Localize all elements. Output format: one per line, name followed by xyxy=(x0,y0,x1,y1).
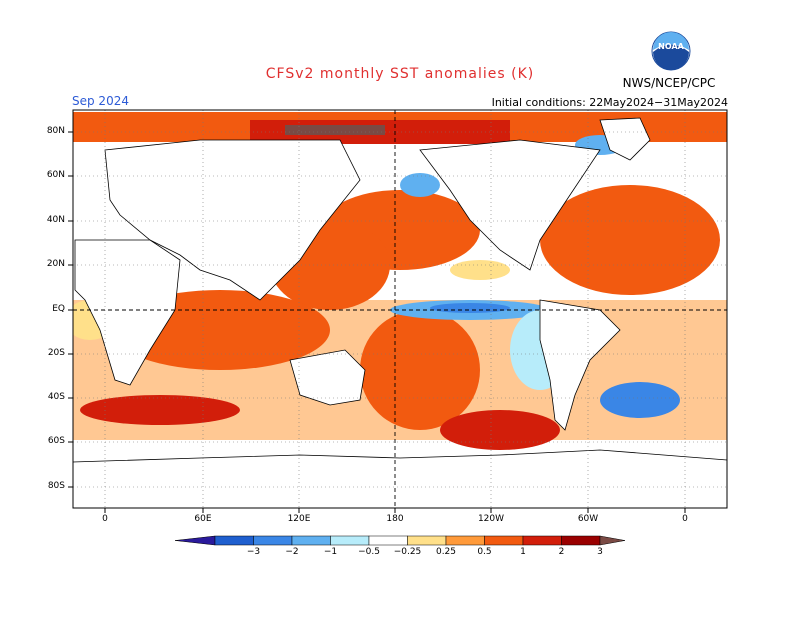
map-title: CFSv2 monthly SST anomalies (K) xyxy=(265,66,535,82)
initial-conditions-label: Initial conditions: 22May2024−31May2024 xyxy=(491,96,728,109)
lat-label: 60N xyxy=(46,170,65,180)
colorbar-min-arrow xyxy=(174,535,216,546)
logo-text: NOAA xyxy=(658,42,684,51)
southeast-pacific-warm-patch xyxy=(440,410,560,450)
subtropical-light-patch xyxy=(450,260,510,280)
lon-label: 120E xyxy=(287,514,311,524)
map-frame xyxy=(72,109,728,509)
colorbar-swatch xyxy=(214,535,254,546)
lat-label: 80N xyxy=(46,126,65,136)
lat-label: 60S xyxy=(47,436,65,446)
noaa-logo-icon: NOAA xyxy=(651,31,691,71)
lon-label: 60E xyxy=(194,514,212,524)
colorbar-swatch xyxy=(368,535,408,546)
colorbar-swatch xyxy=(253,535,293,546)
colorbar-swatch xyxy=(330,535,370,546)
lat-label: 40N xyxy=(46,215,65,225)
colorbar-swatch xyxy=(484,535,524,546)
colorbar-swatch xyxy=(445,535,485,546)
axis-ticks xyxy=(68,131,686,513)
lon-label: 0 xyxy=(682,514,688,524)
equatorial-pacific-cold-core xyxy=(430,303,510,313)
lat-label: EQ xyxy=(52,304,65,314)
lon-label: 180 xyxy=(386,514,404,524)
lon-label: 120W xyxy=(477,514,505,524)
lat-label: 20N xyxy=(46,259,65,269)
colorbar-swatch xyxy=(522,535,562,546)
colorbar-label: 1 xyxy=(520,547,526,557)
south-america-land xyxy=(539,299,621,431)
colorbar xyxy=(174,535,626,546)
colorbar-swatch xyxy=(407,535,447,546)
colorbar-label: −1 xyxy=(323,547,338,557)
colorbar-swatch xyxy=(291,535,331,546)
agency-label: NWS/NCEP/CPC xyxy=(622,76,716,90)
greenland-land xyxy=(599,117,651,161)
arctic-extreme-warm-patch xyxy=(285,125,385,135)
colorbar-label: −0.5 xyxy=(358,547,380,557)
southern-indian-warm-patch xyxy=(80,395,240,425)
colorbar-swatch xyxy=(561,535,601,546)
antarctica-land xyxy=(73,449,727,508)
africa-land xyxy=(74,239,181,386)
colorbar-label: 0.5 xyxy=(477,547,492,557)
lat-label: 80S xyxy=(47,481,65,491)
colorbar-label: 3 xyxy=(597,547,603,557)
valid-month-label: Sep 2024 xyxy=(72,94,129,108)
lon-label: 60W xyxy=(577,514,599,524)
colorbar-max-arrow xyxy=(599,535,626,546)
south-pacific-warm-patch xyxy=(360,310,480,430)
lon-label: 0 xyxy=(102,514,108,524)
lat-label: 40S xyxy=(47,392,65,402)
colorbar-label: −3 xyxy=(246,547,261,557)
south-atlantic-cold-patch xyxy=(600,382,680,418)
colorbar-label: −0.25 xyxy=(393,547,422,557)
bering-cold-patch xyxy=(400,173,440,197)
lat-lon-grid xyxy=(73,110,727,508)
australia-land xyxy=(289,349,366,406)
colorbar-label: 2 xyxy=(558,547,565,557)
colorbar-label: 0.25 xyxy=(435,547,457,557)
lat-label: 20S xyxy=(47,348,65,358)
eurasia-land xyxy=(104,139,361,301)
north-atlantic-warm-patch xyxy=(540,185,720,295)
north-america-land xyxy=(419,139,601,271)
colorbar-label: −2 xyxy=(285,547,299,557)
